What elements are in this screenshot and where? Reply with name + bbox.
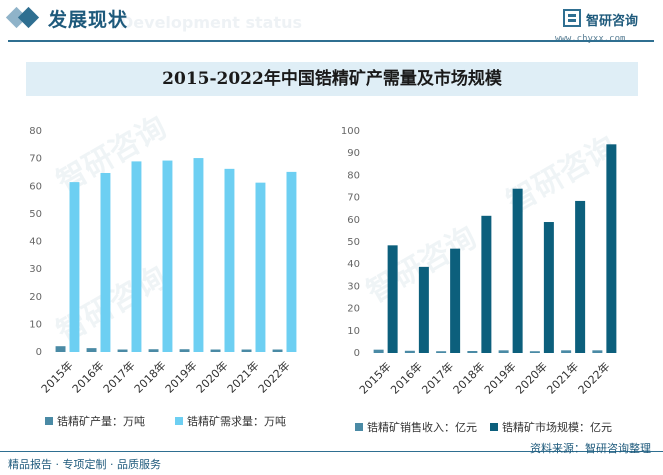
header: Development status 发展现状 智研咨询 www.chyxx.c…	[0, 0, 663, 46]
chart-title: 2015-2022年中国锆精矿产需量及市场规模	[162, 69, 502, 89]
bar-demand	[100, 172, 111, 352]
y-tick-label: 20	[29, 292, 42, 303]
y-tick-label: 60	[29, 181, 42, 192]
bar-market-size	[387, 245, 398, 353]
x-category-label: 2021年	[544, 359, 581, 396]
x-category-label: 2016年	[388, 359, 425, 396]
bar-sales-revenue	[467, 351, 478, 353]
bar-market-size	[512, 188, 523, 353]
logo-url: www.chyxx.com	[555, 34, 626, 44]
bar-market-size	[450, 248, 461, 353]
y-tick-label: 70	[29, 154, 42, 165]
x-category-label: 2019年	[481, 359, 518, 396]
bar-production	[86, 348, 97, 352]
y-tick-label: 60	[347, 215, 360, 226]
x-category-label: 2021年	[224, 358, 261, 395]
bar-production	[179, 349, 190, 352]
footer-divider	[0, 451, 663, 452]
legend-swatch	[45, 417, 53, 425]
bar-sales-revenue	[529, 351, 540, 353]
section-title: 发展现状	[48, 9, 129, 31]
logo-name: 智研咨询	[586, 14, 639, 29]
x-category-label: 2018年	[131, 358, 168, 395]
bar-production	[241, 349, 252, 352]
y-tick-label: 0	[36, 347, 42, 358]
bar-market-size	[575, 200, 586, 353]
legend-swatch	[175, 417, 183, 425]
legend-label: 锆精矿需求量：万吨	[187, 415, 286, 428]
bar-sales-revenue	[404, 350, 415, 353]
x-category-label: 2020年	[193, 358, 230, 395]
bar-demand	[69, 182, 80, 352]
bar-sales-revenue	[436, 351, 447, 353]
bar-market-size	[481, 215, 492, 353]
bar-sales-revenue	[592, 350, 603, 353]
bar-production	[55, 346, 66, 352]
bar-demand	[193, 158, 204, 352]
y-tick-label: 20	[347, 304, 360, 315]
bar-production	[117, 349, 128, 352]
y-tick-label: 30	[347, 281, 360, 292]
bar-market-size	[606, 144, 617, 353]
bar-production	[210, 349, 221, 352]
bar-sales-revenue	[373, 349, 384, 353]
y-tick-label: 80	[29, 126, 42, 137]
bar-sales-revenue	[561, 350, 572, 353]
legend-label: 锆精矿产量：万吨	[57, 414, 145, 428]
y-tick-label: 100	[341, 126, 360, 137]
y-tick-label: 50	[29, 209, 42, 220]
y-tick-label: 10	[29, 319, 42, 330]
chart-title-bar: 2015-2022年中国锆精矿产需量及市场规模	[26, 62, 638, 96]
y-tick-label: 40	[347, 259, 360, 270]
bar-demand	[131, 161, 142, 352]
bar-market-size	[543, 222, 554, 353]
bar-demand	[162, 160, 173, 352]
bar-production	[148, 349, 159, 352]
x-category-label: 2015年	[38, 358, 75, 395]
x-category-label: 2016年	[69, 358, 106, 395]
legend-swatch	[355, 423, 363, 431]
bar-sales-revenue	[498, 350, 509, 353]
footer-source: 资料来源：智研咨询整理	[530, 442, 651, 455]
y-tick-label: 70	[347, 193, 360, 204]
y-tick-label: 90	[347, 148, 360, 159]
x-category-label: 2015年	[356, 359, 393, 396]
x-category-label: 2017年	[419, 359, 456, 396]
bar-market-size	[418, 266, 429, 353]
bar-demand	[286, 171, 297, 352]
x-category-label: 2017年	[100, 358, 137, 395]
logo-icon	[563, 9, 581, 27]
bar-demand	[255, 182, 266, 352]
x-category-label: 2020年	[513, 359, 550, 396]
bar-demand	[224, 168, 235, 352]
header-ghost-text: Development status	[120, 13, 303, 32]
y-tick-label: 80	[347, 170, 360, 181]
legend-swatch	[490, 423, 498, 431]
bar-production	[272, 349, 283, 352]
y-tick-label: 10	[347, 326, 360, 337]
x-category-label: 2022年	[575, 359, 612, 396]
y-tick-label: 30	[29, 264, 42, 275]
x-category-label: 2019年	[162, 358, 199, 395]
legend-label: 锆精矿市场规模：亿元	[502, 420, 612, 434]
legend-label: 锆精矿销售收入：亿元	[367, 420, 477, 434]
footer-tagline: 精品报告 · 专项定制 · 品质服务	[8, 458, 161, 471]
x-category-label: 2022年	[255, 358, 292, 395]
x-category-label: 2018年	[450, 359, 487, 396]
y-tick-label: 0	[354, 348, 360, 359]
y-tick-label: 40	[29, 237, 42, 248]
y-tick-label: 50	[347, 237, 360, 248]
header-divider	[8, 40, 654, 42]
